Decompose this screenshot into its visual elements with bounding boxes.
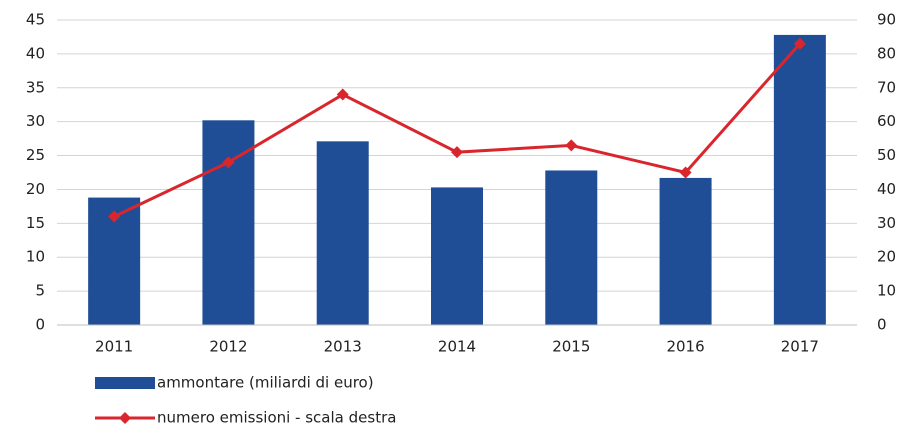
bar bbox=[316, 141, 369, 325]
y2-tick-label: 60 bbox=[877, 112, 896, 130]
y-tick-label: 40 bbox=[26, 44, 45, 62]
bar bbox=[431, 187, 483, 325]
y2-tick-label: 80 bbox=[877, 44, 896, 62]
y-tick-label: 45 bbox=[26, 11, 45, 29]
line-marker bbox=[336, 88, 349, 101]
y-tick-label: 0 bbox=[35, 316, 45, 334]
bar bbox=[202, 120, 255, 325]
legend-marker bbox=[119, 412, 131, 424]
y2-tick-label: 30 bbox=[877, 214, 896, 232]
x-tick-label: 2014 bbox=[438, 338, 476, 356]
x-tick-label: 2016 bbox=[666, 338, 704, 356]
y-tick-label: 5 bbox=[35, 282, 45, 300]
line-marker bbox=[679, 166, 692, 179]
y-tick-label: 30 bbox=[26, 112, 45, 130]
y2-tick-label: 0 bbox=[877, 316, 887, 334]
bar bbox=[659, 177, 712, 325]
y-tick-label: 35 bbox=[26, 78, 45, 96]
line-marker bbox=[222, 156, 235, 169]
y2-tick-label: 70 bbox=[877, 78, 896, 96]
legend-label: ammontare (miliardi di euro) bbox=[157, 374, 374, 392]
y2-tick-label: 90 bbox=[877, 11, 896, 29]
line-marker bbox=[451, 146, 463, 159]
line-marker bbox=[565, 139, 578, 152]
y-tick-label: 10 bbox=[26, 248, 45, 266]
y-tick-label: 15 bbox=[26, 214, 45, 232]
x-tick-label: 2012 bbox=[209, 338, 247, 356]
bar bbox=[545, 170, 598, 325]
bar bbox=[773, 34, 826, 326]
y-tick-label: 20 bbox=[26, 180, 45, 198]
y2-tick-label: 20 bbox=[877, 248, 896, 266]
y2-tick-label: 10 bbox=[877, 282, 896, 300]
legend-label: numero emissioni - scala destra bbox=[157, 409, 396, 427]
line-marker bbox=[108, 210, 121, 223]
x-tick-label: 2015 bbox=[552, 338, 590, 356]
x-tick-label: 2017 bbox=[781, 338, 819, 356]
legend-swatch bbox=[95, 377, 155, 389]
line-marker bbox=[793, 37, 806, 50]
x-tick-label: 2013 bbox=[324, 338, 362, 356]
x-tick-label: 2011 bbox=[95, 338, 133, 356]
y2-tick-label: 50 bbox=[877, 146, 896, 164]
y-tick-label: 25 bbox=[26, 146, 45, 164]
y2-tick-label: 40 bbox=[877, 180, 896, 198]
